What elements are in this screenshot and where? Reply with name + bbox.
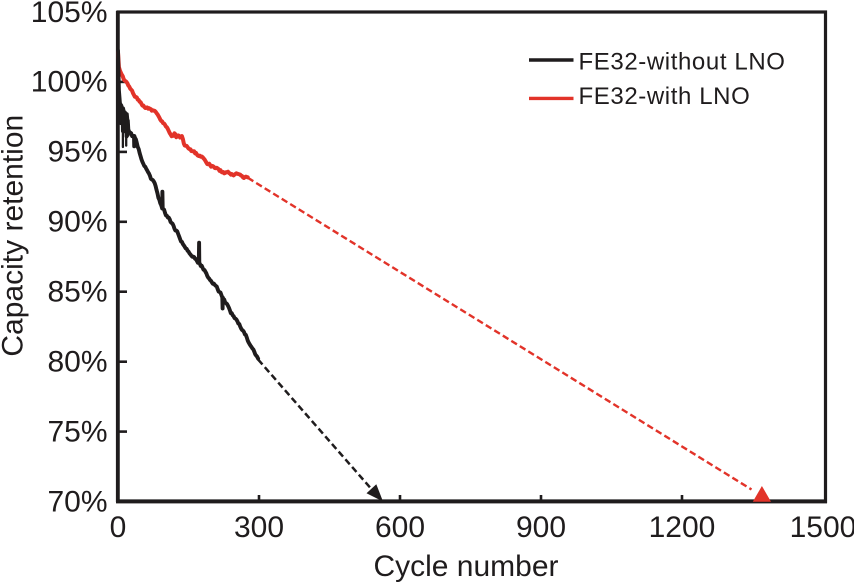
svg-text:70%: 70% (47, 485, 107, 518)
svg-text:FE32-without LNO: FE32-without LNO (579, 48, 786, 75)
svg-text:80%: 80% (47, 346, 107, 379)
svg-text:85%: 85% (47, 276, 107, 309)
svg-text:105%: 105% (31, 0, 108, 29)
svg-text:1200: 1200 (649, 511, 716, 544)
svg-text:Capacity retention: Capacity retention (0, 115, 30, 357)
svg-text:0: 0 (110, 511, 127, 544)
svg-text:1500: 1500 (790, 511, 854, 544)
svg-text:900: 900 (516, 511, 566, 544)
svg-text:100%: 100% (31, 66, 108, 99)
svg-text:95%: 95% (47, 136, 107, 169)
svg-text:FE32-with LNO: FE32-with LNO (579, 83, 751, 110)
svg-text:Cycle number: Cycle number (373, 550, 558, 583)
svg-text:90%: 90% (47, 206, 107, 239)
svg-text:600: 600 (375, 511, 425, 544)
svg-text:75%: 75% (47, 415, 107, 448)
svg-text:300: 300 (234, 511, 284, 544)
